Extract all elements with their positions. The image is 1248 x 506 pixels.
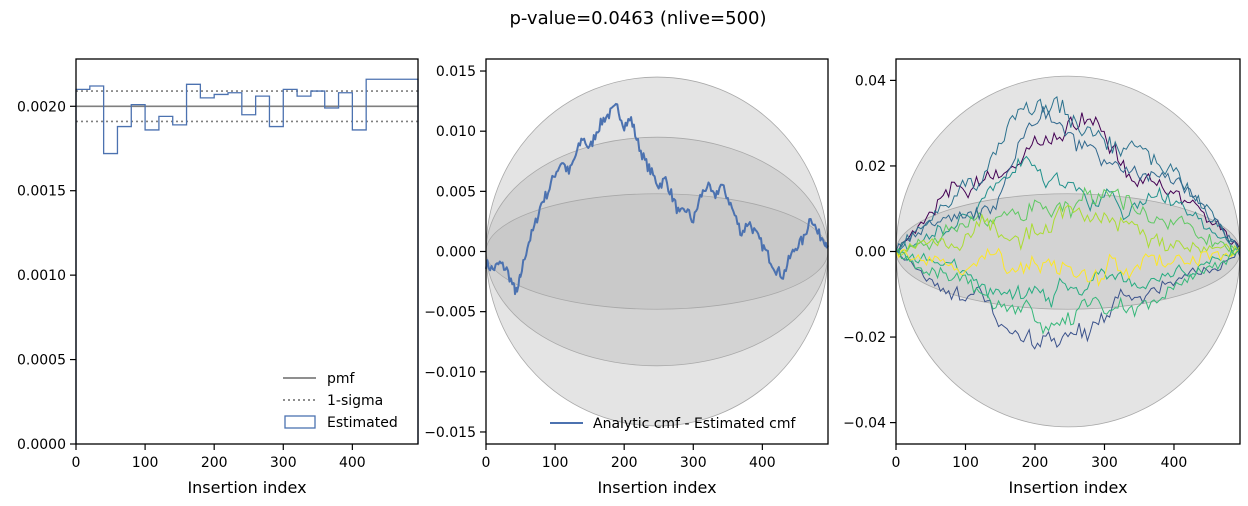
y-tick-label: 0.010 [436,124,476,140]
x-tick-label: 200 [201,455,228,471]
y-tick-label: 0.00 [855,245,886,261]
cmf-difference-line [485,102,829,296]
x-tick-label: 0 [72,455,81,471]
panel-1-y-axis: 0.0000 0.0005 0.0010 0.0015 0.0020 [17,99,76,453]
random-walk-line-9 [895,106,1241,254]
estimated-histogram [75,78,419,444]
panel-2-x-axis: 0 100 200 300 400 [482,444,776,471]
sigma-band-3 [485,193,829,310]
x-tick-label: 0 [892,455,901,471]
random-walk-line-7 [895,204,1241,258]
panel-1-legend: pmf 1-sigma Estimated [283,371,398,431]
y-tick-label: 0.0020 [17,99,66,115]
panel-2-x-label: Insertion index [597,478,716,497]
y-tick-label: 0.0010 [17,268,66,284]
legend-estimated-swatch [284,415,316,429]
y-tick-label: −0.010 [424,365,476,381]
y-tick-label: −0.005 [424,305,476,321]
legend-sigma-label: 1-sigma [327,393,383,409]
panel-3-x-label: Insertion index [1008,478,1127,497]
panel-2-plot-area [485,76,829,427]
random-walk-line-5 [895,245,1241,308]
random-walk-line-10 [895,247,1241,335]
panel-1-frame [75,58,419,445]
y-tick-label: 0.000 [436,245,476,261]
random-walk-line-2 [895,248,1241,350]
x-tick-label: 100 [542,455,569,471]
random-walk-line-8 [895,246,1241,288]
y-tick-label: 0.0005 [17,353,66,369]
panel-2: 0 100 200 300 400 −0.015 −0.010 −0.005 0.000 0.0… [424,58,829,497]
x-tick-label: 200 [611,455,638,471]
x-tick-label: 400 [749,455,776,471]
y-tick-label: −0.04 [843,416,886,432]
panel-3-x-axis: 0 100 200 300 400 [892,444,1188,471]
x-tick-label: 100 [132,455,159,471]
panel-3-y-axis: −0.04 −0.02 0.00 0.02 0.04 [843,73,896,432]
panel-3-plot-area [895,75,1241,428]
panel-1-plot-area [75,78,419,444]
y-tick-label: 0.04 [855,73,886,89]
random-walk-line-1 [895,112,1241,252]
x-tick-label: 200 [1022,455,1049,471]
x-tick-label: 300 [1091,455,1118,471]
panel-1: 0 100 200 300 400 0.00000.00050.00100.00150.… [17,58,419,497]
legend-pmf-label: pmf [327,371,356,387]
y-tick-label: 0.005 [436,184,476,200]
legend-cmf-label: Analytic cmf - Estimated cmf [593,416,796,432]
panel-1-x-label: Insertion index [187,478,306,497]
y-tick-label: 0.02 [855,159,886,175]
panel-1-x-axis: 0 100 200 300 400 [72,444,366,471]
x-tick-label: 400 [1161,455,1188,471]
y-tick-label: −0.015 [424,425,476,441]
figure-title: p-value=0.0463 (nlive=500) [509,8,766,29]
y-tick-label: 0.015 [436,64,476,80]
panel-2-legend: Analytic cmf - Estimated cmf [550,416,796,432]
x-tick-label: 100 [952,455,979,471]
y-tick-label: −0.02 [843,330,886,346]
legend-estimated-label: Estimated [327,415,398,431]
y-tick-label: 0.0015 [17,184,66,200]
random-walk-line-6 [895,186,1241,256]
y-tick-label: 0.0000 [17,437,66,453]
x-tick-label: 300 [680,455,707,471]
x-tick-label: 300 [270,455,297,471]
panel-3: 0 100 200 300 400 −0.04 −0.02 0.00 0.02 0.04 Ins… [843,58,1241,497]
x-tick-label: 400 [339,455,366,471]
panel-2-y-axis: −0.015 −0.010 −0.005 0.000 0.005 0.010 0.015 [424,64,486,441]
x-tick-label: 0 [482,455,491,471]
